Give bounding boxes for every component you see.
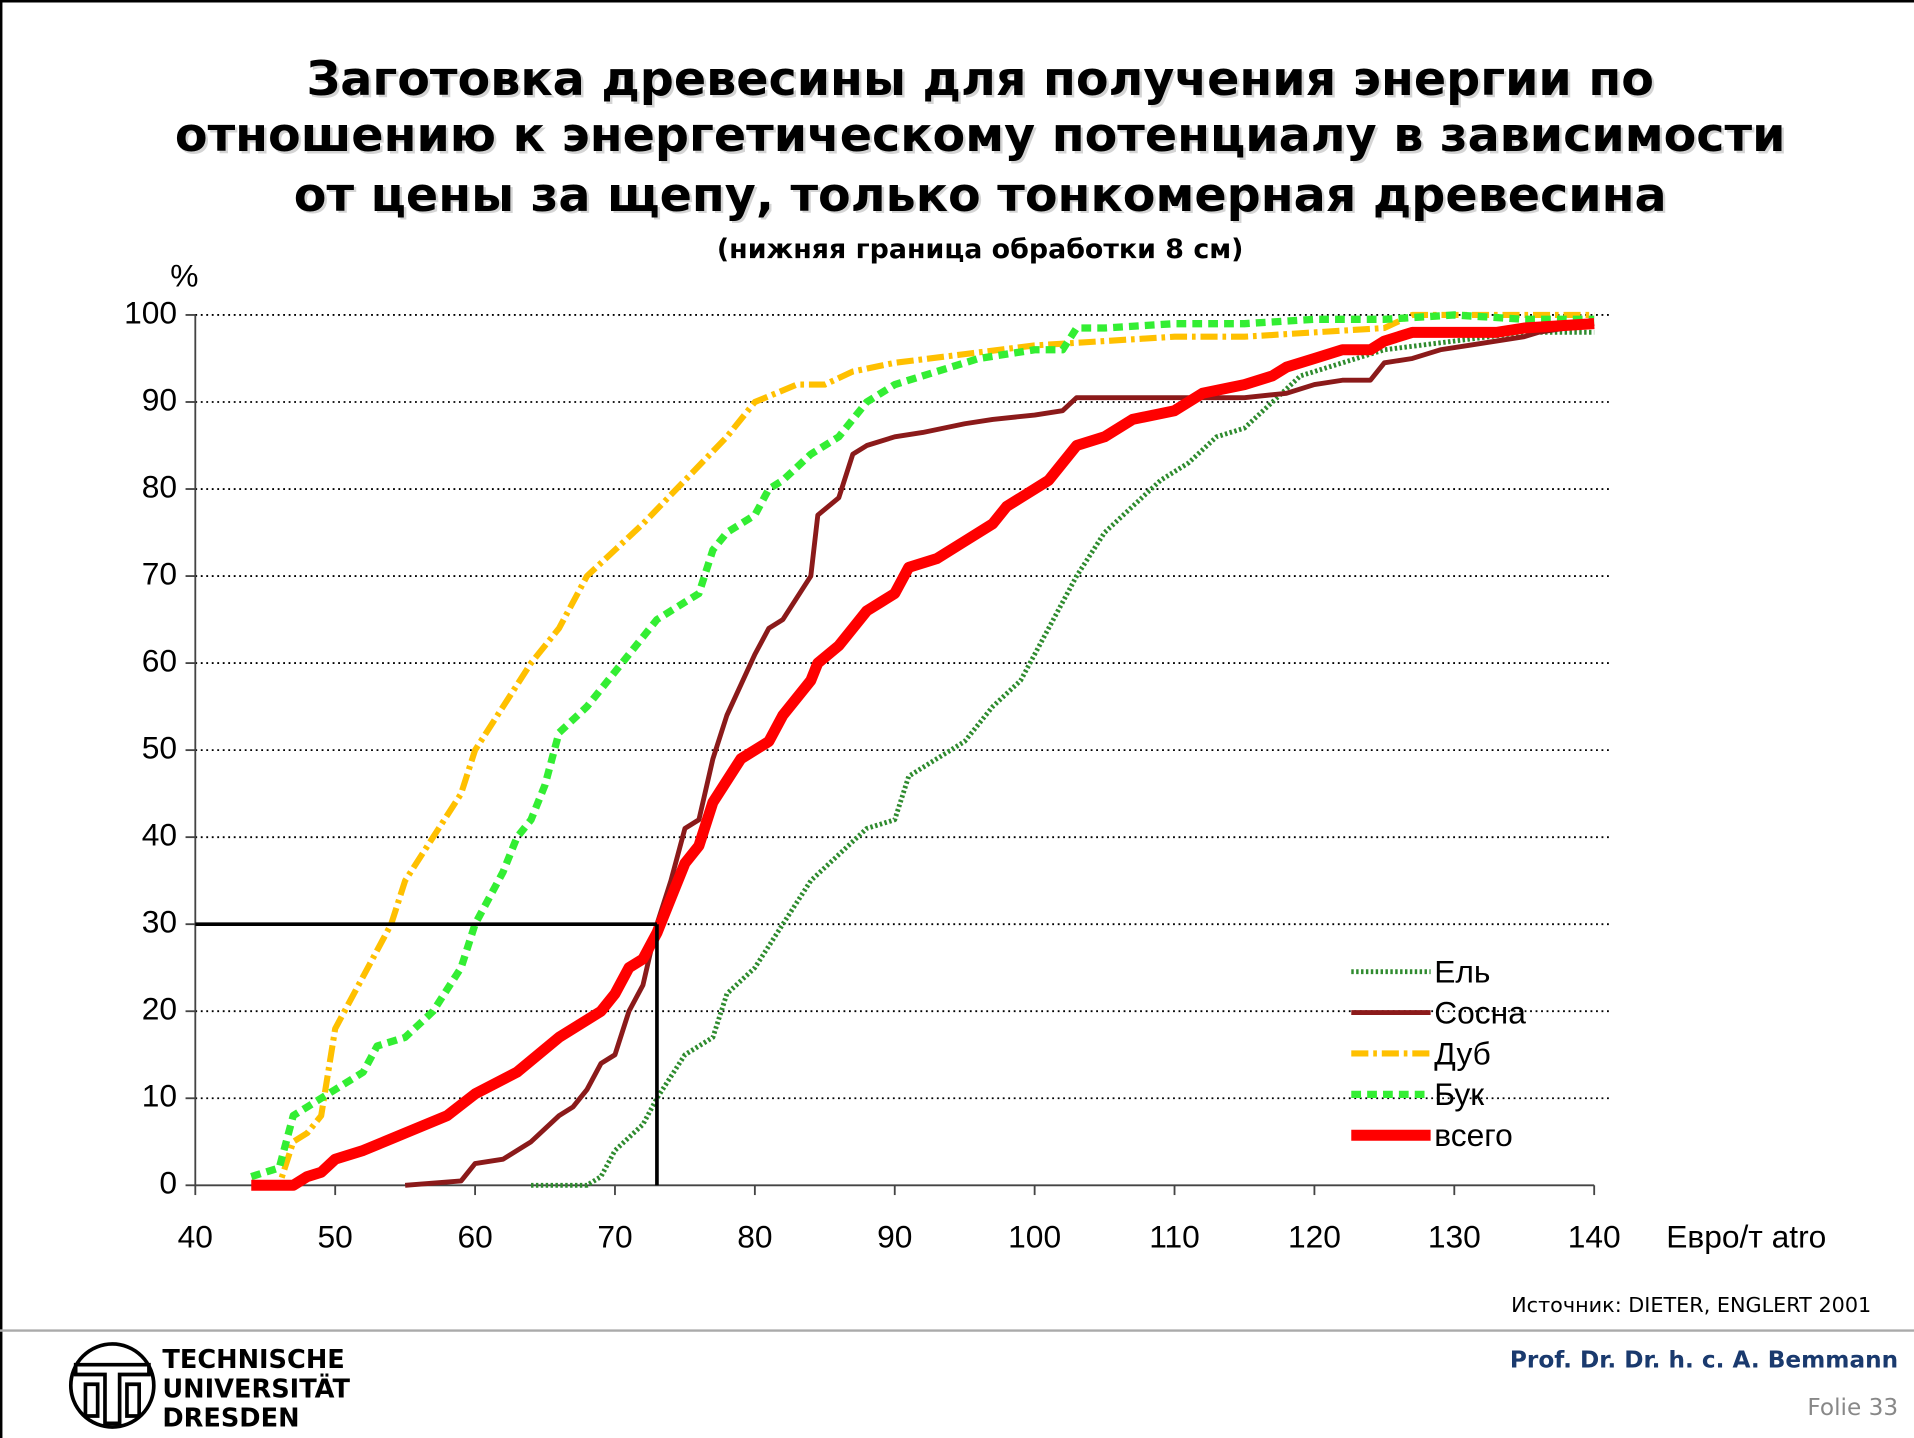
series-line <box>404 321 1595 1188</box>
title-shadow-line: от цены за щепу, только тонкомерная древ… <box>296 170 1669 225</box>
y-tick-label: 100 <box>124 294 177 330</box>
title-shadow: Заготовка древесины для получения энерги… <box>177 54 1788 225</box>
legend-label: Дуб <box>1434 1035 1491 1071</box>
x-axis-label: Евро/т atro <box>1666 1218 1826 1254</box>
source: Источник: DIETER, ENGLERT 2001 <box>1511 1293 1871 1317</box>
logo-text: TECHNISCHE <box>162 1345 344 1375</box>
y-tick-label: 50 <box>142 730 177 766</box>
y-tick-label: 10 <box>142 1078 177 1114</box>
title-shadow-line: отношению к энергетическому потенциалу в… <box>177 110 1788 165</box>
x-tick-label: 80 <box>737 1218 772 1254</box>
y-tick-label: 0 <box>159 1165 177 1201</box>
chart-title: от цены за щепу, только тонкомерная древ… <box>294 168 1667 223</box>
chart-title: Заготовка древесины для получения энерги… <box>306 52 1653 107</box>
x-tick-label: 100 <box>1008 1218 1061 1254</box>
y-tick-label: 90 <box>142 381 177 417</box>
y-tick-label: 20 <box>142 991 177 1027</box>
legend-label: всего <box>1434 1117 1513 1153</box>
logo-text: DRESDEN <box>162 1404 299 1434</box>
x-tick-label: 90 <box>877 1218 912 1254</box>
x-tick-label: 70 <box>597 1218 632 1254</box>
y-axis-label: % <box>170 258 198 294</box>
x-tick-label: 110 <box>1149 1218 1200 1254</box>
logo-ring <box>68 1342 156 1429</box>
logo: TECHNISCHE UNIVERSITÄT DRESDEN <box>68 1342 351 1434</box>
series-line <box>250 311 1595 1181</box>
chart-subtitle: (нижняя граница обработки 8 см) <box>717 234 1244 265</box>
y-tick-label: 40 <box>142 817 177 853</box>
x-tick-label: 140 <box>1568 1218 1621 1254</box>
x-tick-label: 40 <box>178 1218 213 1254</box>
series-line <box>251 318 1595 1191</box>
legend-label: Бук <box>1434 1076 1485 1112</box>
series-line <box>531 329 1595 1188</box>
logo-text: UNIVERSITÄT <box>162 1374 350 1404</box>
y-tick-label: 60 <box>142 642 177 678</box>
legend-label: Ель <box>1434 953 1490 989</box>
title-shadow-line: Заготовка древесины для получения энерги… <box>309 54 1656 109</box>
y-tick-label: 80 <box>142 468 177 504</box>
x-tick-label: 120 <box>1288 1218 1341 1254</box>
slide-number: Folie 33 <box>1807 1394 1898 1421</box>
series-line <box>265 311 1595 1189</box>
x-tick-label: 60 <box>457 1218 492 1254</box>
x-tick-label: 50 <box>318 1218 353 1254</box>
legend-label: Сосна <box>1434 994 1526 1030</box>
chart-title: отношению к энергетическому потенциалу в… <box>175 108 1786 163</box>
x-tick-label: 130 <box>1428 1218 1481 1254</box>
logo-mark <box>73 1362 151 1426</box>
y-tick-label: 70 <box>142 555 177 591</box>
y-tick-label: 30 <box>142 904 177 940</box>
author: Prof. Dr. Dr. h. c. A. Bemmann <box>1510 1347 1898 1374</box>
